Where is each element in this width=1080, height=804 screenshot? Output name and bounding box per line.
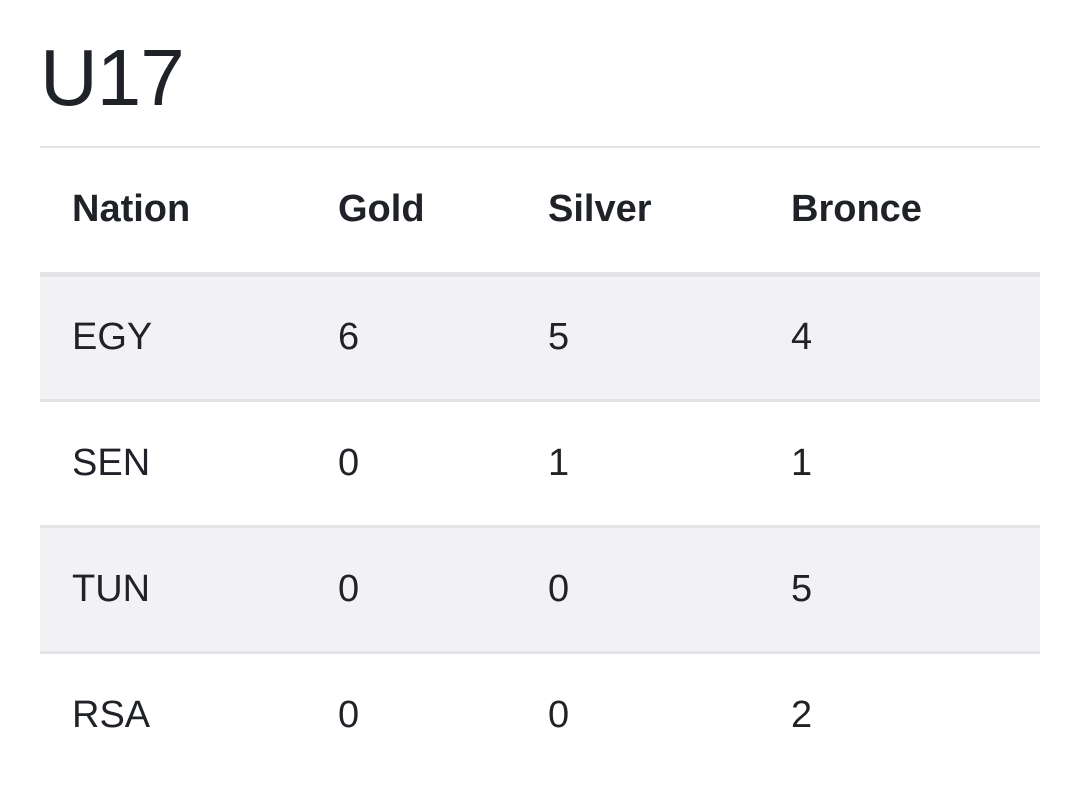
- table-row: TUN 0 0 5: [40, 526, 1040, 654]
- cell-silver: 5: [516, 274, 759, 402]
- cell-silver: 0: [516, 526, 759, 654]
- medal-table-page: U17 Nation Gold Silver Bronce EGY 6 5 4: [40, 0, 1040, 778]
- column-header-silver: Silver: [516, 148, 759, 277]
- cell-bronze: 4: [759, 274, 1040, 402]
- table-row: EGY 6 5 4: [40, 274, 1040, 402]
- column-header-nation: Nation: [40, 148, 306, 277]
- medal-table: Nation Gold Silver Bronce EGY 6 5 4 SEN …: [40, 148, 1040, 778]
- title-divider: [40, 146, 1040, 148]
- cell-bronze: 1: [759, 400, 1040, 528]
- cell-gold: 0: [306, 400, 516, 528]
- column-header-gold: Gold: [306, 148, 516, 277]
- table-body: EGY 6 5 4 SEN 0 1 1 TUN 0 0 5 RSA 0 0: [40, 274, 1040, 778]
- table-row: RSA 0 0 2: [40, 652, 1040, 778]
- cell-nation: SEN: [40, 400, 306, 528]
- header-row: Nation Gold Silver Bronce: [40, 148, 1040, 277]
- table-row: SEN 0 1 1: [40, 400, 1040, 528]
- cell-silver: 0: [548, 694, 570, 737]
- page-title: U17: [40, 33, 185, 122]
- cell-nation: RSA: [72, 694, 151, 737]
- column-header-bronze: Bronce: [759, 148, 1040, 277]
- cell-nation: EGY: [40, 274, 306, 402]
- cell-gold: 0: [338, 694, 360, 737]
- table-header: Nation Gold Silver Bronce: [40, 148, 1040, 277]
- cell-silver: 1: [516, 400, 759, 528]
- cell-gold: 6: [306, 274, 516, 402]
- cell-bronze: 5: [759, 526, 1040, 654]
- cell-bronze: 2: [791, 694, 813, 737]
- cell-gold: 0: [306, 526, 516, 654]
- cell-nation: TUN: [40, 526, 306, 654]
